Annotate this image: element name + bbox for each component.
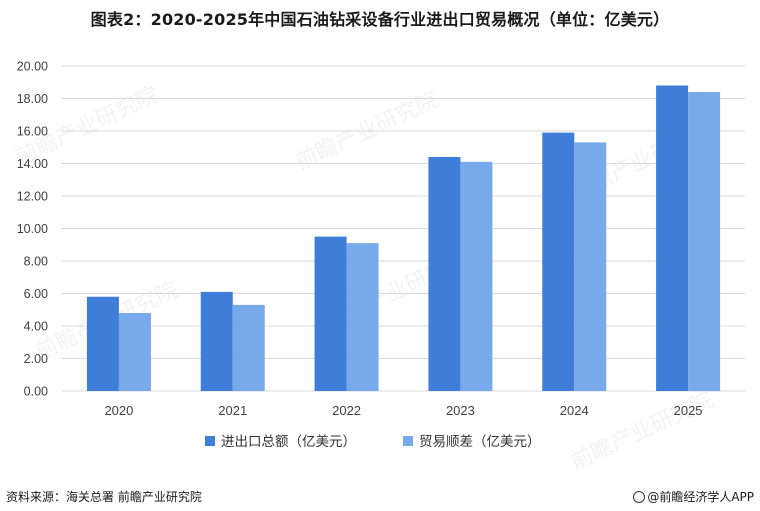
bar-total-trade xyxy=(314,236,347,391)
legend-label: 贸易顺差（亿美元） xyxy=(419,434,541,450)
legend-swatch xyxy=(205,436,215,446)
bar-total-trade xyxy=(428,157,461,391)
bar-total-trade xyxy=(200,291,233,391)
y-tick-label: 10.00 xyxy=(17,222,48,236)
brand-logo-icon xyxy=(633,491,646,503)
y-tick-label: 16.00 xyxy=(17,125,48,139)
bar-total-trade xyxy=(656,85,689,391)
y-tick-label: 2.00 xyxy=(24,352,48,366)
y-tick-label: 4.00 xyxy=(24,320,48,334)
legend-swatch xyxy=(403,436,413,446)
brand-text: @前瞻经济学人APP xyxy=(647,490,754,504)
bar-trade-surplus xyxy=(574,142,607,391)
watermark-text: 前瞻产业研究院 xyxy=(567,388,717,476)
x-tick-label: 2023 xyxy=(446,403,475,418)
chart-title: 图表2：2020-2025年中国石油钻采设备行业进出口贸易概况（单位：亿美元） xyxy=(90,10,670,29)
x-tick-label: 2020 xyxy=(104,403,133,418)
bar-total-trade xyxy=(542,132,575,391)
bar-total-trade xyxy=(86,296,119,391)
watermark-text: 前瞻产业研究院 xyxy=(292,88,442,176)
y-tick-label: 14.00 xyxy=(17,157,48,171)
y-tick-label: 0.00 xyxy=(24,385,48,399)
x-tick-label: 2022 xyxy=(332,403,361,418)
legend-label: 进出口总额（亿美元） xyxy=(221,434,356,450)
x-tick-label: 2021 xyxy=(218,403,247,418)
bar-trade-surplus xyxy=(346,243,379,391)
bar-trade-surplus xyxy=(232,304,265,391)
y-tick-label: 8.00 xyxy=(24,255,48,269)
bar-trade-surplus xyxy=(460,161,493,391)
y-tick-label: 6.00 xyxy=(24,287,48,301)
bar-trade-surplus xyxy=(688,92,721,391)
brand-label: @前瞻经济学人APP xyxy=(633,488,754,505)
source-note: 资料来源：海关总署 前瞻产业研究院 xyxy=(6,490,202,504)
x-tick-label: 2025 xyxy=(674,403,703,418)
y-tick-label: 12.00 xyxy=(17,190,48,204)
bar-trade-surplus xyxy=(118,313,151,391)
y-tick-label: 18.00 xyxy=(17,92,48,106)
y-tick-label: 20.00 xyxy=(17,60,48,74)
x-tick-label: 2024 xyxy=(560,403,589,418)
